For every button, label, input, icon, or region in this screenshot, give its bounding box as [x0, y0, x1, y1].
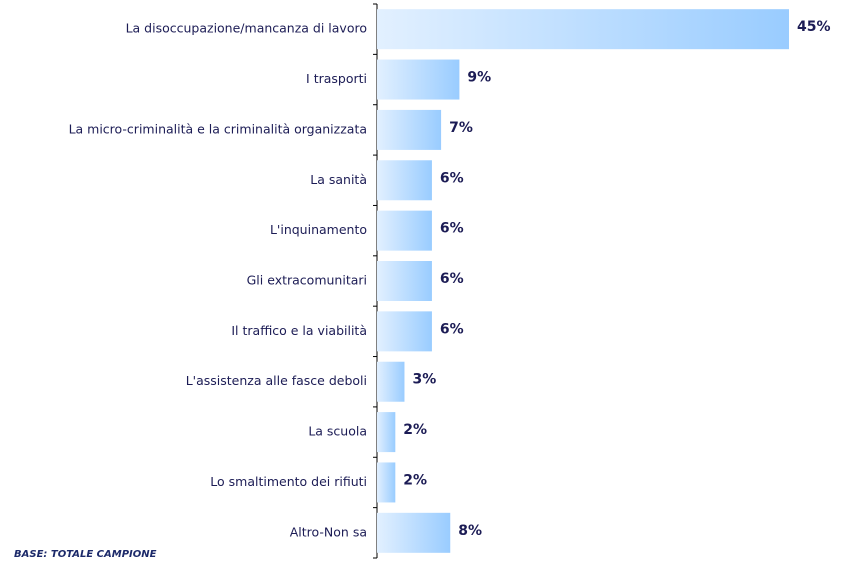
value-label: 6% — [440, 221, 464, 237]
bar — [377, 361, 405, 402]
bar — [377, 109, 442, 150]
bar — [377, 462, 396, 503]
category-label: Lo smaltimento dei rifiuti — [210, 474, 367, 489]
bar — [377, 412, 396, 453]
category-label: La micro-criminalità e la criminalità or… — [69, 121, 367, 136]
category-label: Altro-Non sa — [290, 524, 367, 539]
value-label: 7% — [449, 120, 473, 136]
value-label: 45% — [797, 19, 831, 35]
bar — [377, 9, 789, 50]
category-label: Il traffico e la viabilità — [231, 323, 367, 338]
category-label: La scuola — [308, 424, 367, 439]
category-label: L'inquinamento — [270, 222, 367, 237]
bar — [377, 512, 451, 553]
bar — [377, 261, 432, 301]
value-label: 2% — [403, 472, 427, 488]
bar — [377, 210, 432, 251]
value-label: 6% — [440, 321, 464, 337]
category-label: Gli extracomunitari — [247, 273, 367, 288]
category-label: La disoccupazione/mancanza di lavoro — [126, 21, 367, 36]
category-label: I trasporti — [306, 71, 367, 86]
bar — [377, 160, 432, 201]
value-label: 6% — [440, 170, 464, 186]
category-label: La sanità — [310, 172, 367, 187]
bar — [377, 59, 460, 100]
category-label: L'assistenza alle fasce deboli — [186, 373, 367, 388]
value-label: 2% — [403, 422, 427, 438]
value-label: 3% — [412, 372, 436, 388]
value-label: 8% — [458, 523, 482, 539]
footnote: BASE: TOTALE CAMPIONE — [14, 549, 157, 560]
bar — [377, 311, 432, 352]
value-label: 9% — [467, 70, 491, 86]
value-label: 6% — [440, 271, 464, 287]
